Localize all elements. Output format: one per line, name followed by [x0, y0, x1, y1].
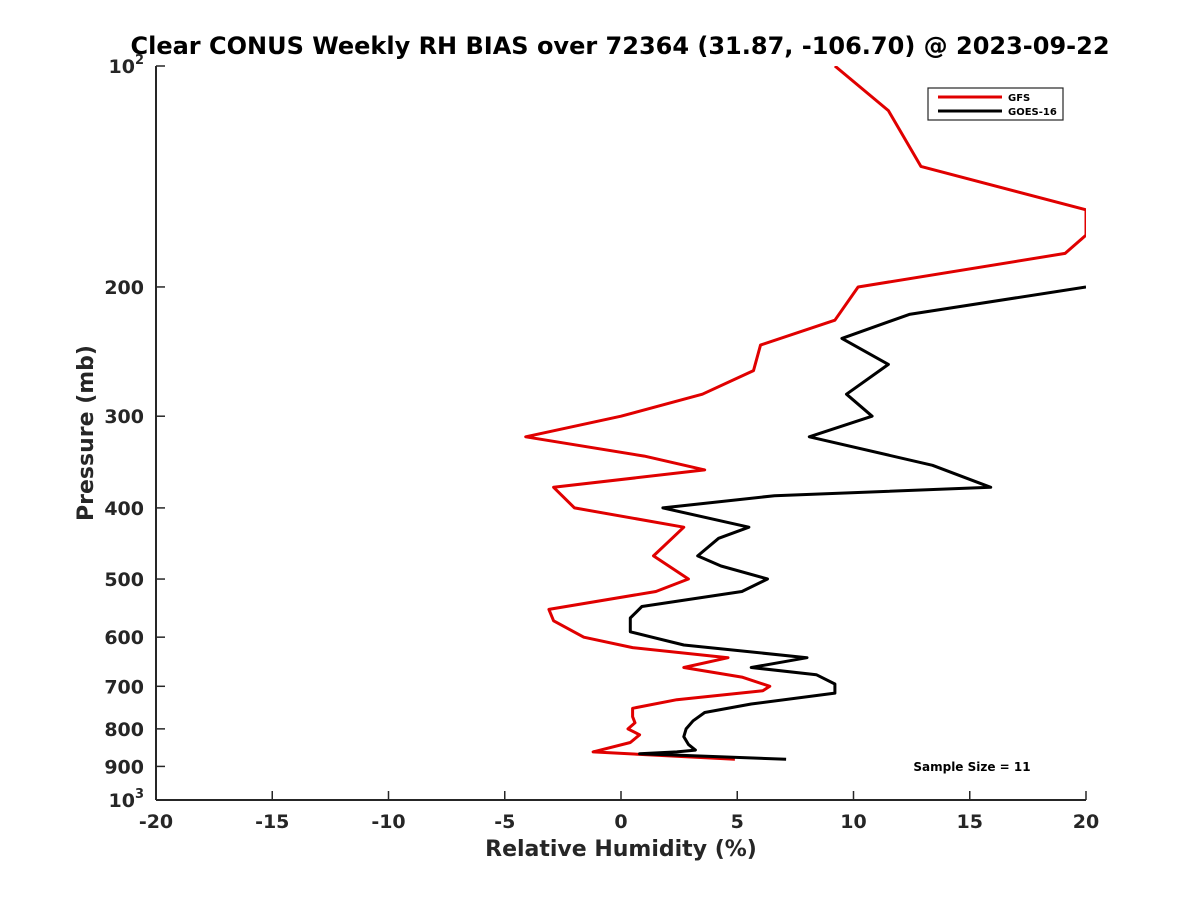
x-tick-label: 10 — [840, 811, 866, 833]
legend: GFS GOES-16 — [927, 87, 1064, 121]
x-axis-label: Relative Humidity (%) — [485, 837, 757, 862]
x-tick-label: 5 — [731, 811, 744, 833]
plot-area — [155, 66, 1086, 801]
y-tick-label: 500 — [104, 569, 144, 591]
series-layer — [524, 66, 1086, 761]
x-tick-label: 20 — [1073, 811, 1099, 833]
series-line-goes16 — [628, 285, 1086, 761]
y-tick-label: 800 — [104, 719, 144, 741]
y-tick-label: 900 — [104, 756, 144, 778]
x-tick-label: 0 — [614, 811, 627, 833]
series-line-gfs — [524, 66, 1086, 761]
y-axis-label: Pressure (mb) — [74, 345, 99, 521]
y-tick-label: 700 — [104, 676, 144, 698]
x-ticks: -20 -15 -10 -5 0 5 10 15 20 — [139, 791, 1099, 833]
legend-box — [927, 87, 1064, 121]
x-tick-label: -20 — [139, 811, 173, 833]
y-tick-label: 102 — [109, 53, 145, 78]
x-tick-label: -15 — [255, 811, 289, 833]
y-tick-label: 300 — [104, 406, 144, 428]
legend-label-gfs: GFS — [1008, 93, 1030, 104]
y-ticks: 102 200 300 400 500 600 700 800 900 103 — [104, 53, 165, 812]
x-tick-label: -5 — [494, 811, 515, 833]
y-tick-label: 400 — [104, 498, 144, 520]
sample-size-annotation: Sample Size = 11 — [913, 760, 1030, 774]
legend-label-goes16: GOES-16 — [1008, 107, 1057, 118]
y-tick-label: 200 — [104, 277, 144, 299]
y-tick-label: 103 — [109, 787, 145, 812]
x-tick-label: 15 — [957, 811, 983, 833]
y-tick-label: 600 — [104, 627, 144, 649]
chart-title: Clear CONUS Weekly RH BIAS over 72364 (3… — [130, 32, 1109, 60]
x-tick-label: -10 — [371, 811, 405, 833]
